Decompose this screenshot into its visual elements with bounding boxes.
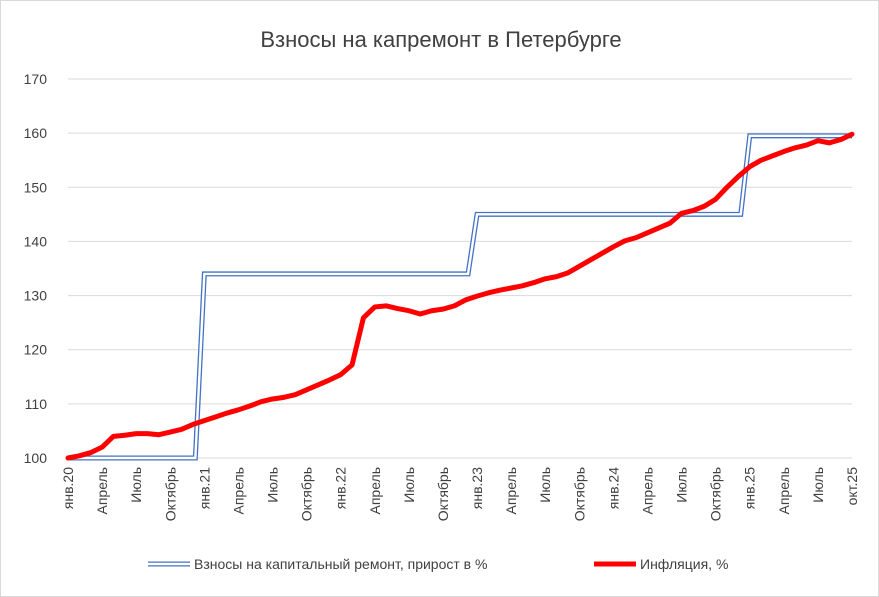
- grid-layer: [68, 78, 852, 459]
- x-tick-label: Апрель: [230, 467, 246, 515]
- x-tick-label: Апрель: [776, 467, 792, 515]
- x-tick-label: Апрель: [94, 467, 110, 515]
- y-tick-label: 140: [24, 233, 48, 249]
- legend-label-contributions: Взносы на капитальный ремонт, прирост в …: [194, 556, 487, 572]
- x-tick-label: Октябрь: [162, 467, 178, 521]
- x-tick-label: янв.21: [196, 467, 212, 509]
- y-tick-label: 120: [24, 342, 48, 358]
- series-line-contributions-inner: [68, 134, 852, 460]
- series-line-contributions-outer: [68, 133, 852, 461]
- y-tick-label: 150: [24, 179, 48, 195]
- y-tick-label: 110: [25, 396, 48, 412]
- chart-title: Взносы на капремонт в Петербурге: [260, 27, 621, 52]
- x-tick-label: Июль: [810, 467, 826, 503]
- x-tick-label: янв.22: [333, 467, 349, 509]
- series-layer: [65, 131, 855, 461]
- x-tick-label: Апрель: [503, 467, 519, 515]
- legend: Взносы на капитальный ремонт, прирост в …: [148, 556, 728, 572]
- x-tick-label: Апрель: [639, 467, 655, 515]
- x-tick-label: Октябрь: [435, 467, 451, 521]
- x-tick-label: янв.25: [742, 467, 758, 509]
- x-tick-label: Июль: [128, 467, 144, 503]
- x-tick-label: Октябрь: [708, 467, 724, 521]
- y-tick-label: 170: [24, 71, 48, 87]
- x-tick-label: янв.20: [60, 467, 76, 509]
- x-tick-label: Октябрь: [299, 467, 315, 521]
- y-axis-ticks: 100 110 120 130 140 150 160 170: [24, 71, 48, 466]
- x-tick-label: окт.25: [844, 467, 860, 506]
- x-tick-label: янв.23: [469, 467, 485, 509]
- x-tick-label: Июль: [401, 467, 417, 503]
- x-tick-label: Июль: [674, 467, 690, 503]
- x-tick-label: янв.24: [605, 467, 621, 509]
- x-tick-label: Октябрь: [571, 467, 587, 521]
- x-tick-label: Апрель: [367, 467, 383, 515]
- series-line-inflation: [65, 131, 855, 461]
- x-tick-label: Июль: [265, 467, 281, 503]
- x-axis-ticks: янв.20 Апрель Июль Октябрь янв.21 Апрель Июль О…: [60, 467, 860, 521]
- y-tick-label: 130: [24, 288, 48, 304]
- y-tick-label: 100: [24, 450, 48, 466]
- y-tick-label: 160: [24, 125, 48, 141]
- legend-label-inflation: Инфляция, %: [640, 556, 728, 572]
- x-tick-label: Июль: [537, 467, 553, 503]
